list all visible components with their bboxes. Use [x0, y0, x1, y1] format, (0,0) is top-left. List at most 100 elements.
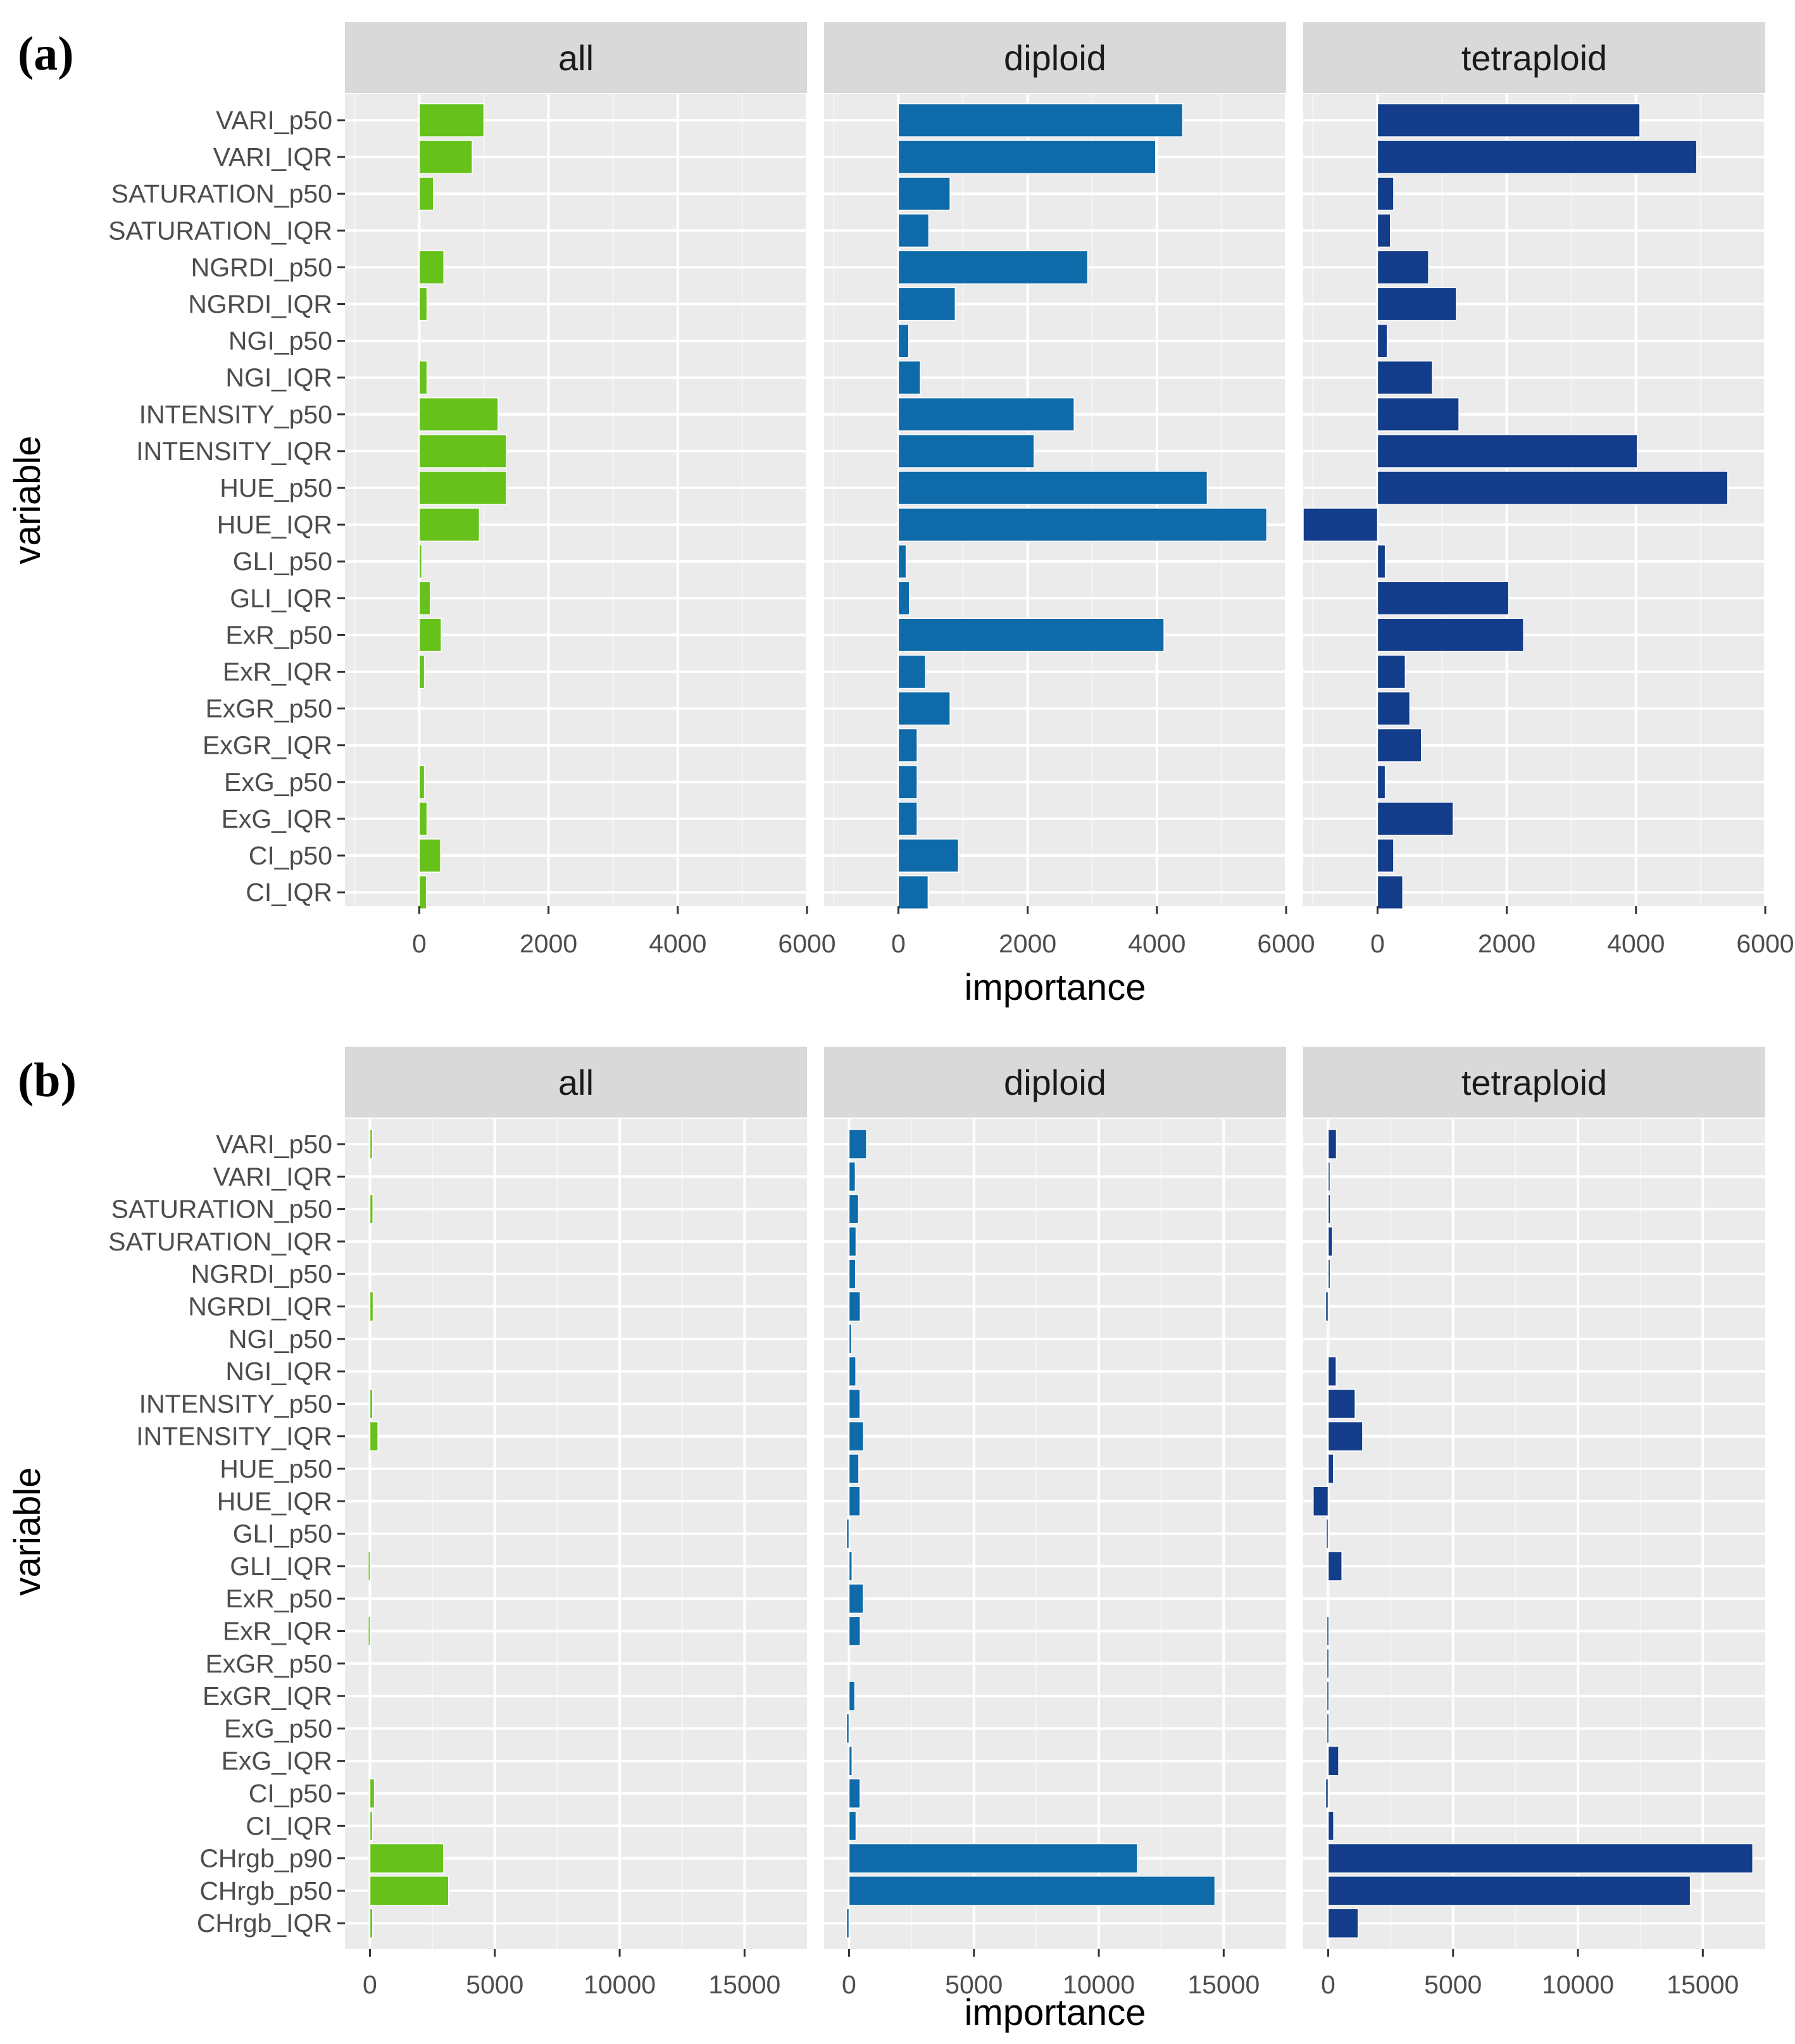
bar-all-VARI_IQR — [418, 140, 473, 174]
y-tick-label: GLI_IQR — [230, 583, 332, 613]
x-tick-label: 10000 — [584, 1970, 656, 1999]
x-tick-label: 6000 — [1257, 929, 1315, 958]
bar-all-ExR_IQR — [367, 1616, 371, 1647]
bar-diploid-GLI_IQR — [848, 1551, 853, 1581]
bar-tetraploid-CI_IQR — [1327, 1810, 1334, 1841]
bar-diploid-INTENSITY_p50 — [848, 1388, 861, 1419]
bar-tetraploid-VARI_p50 — [1377, 103, 1641, 137]
bar-diploid-CI_IQR — [848, 1810, 857, 1841]
x-tick-label: 4000 — [1607, 929, 1665, 958]
y-tick-label: VARI_p50 — [216, 1130, 332, 1159]
y-tick-label: SATURATION_IQR — [108, 1227, 332, 1256]
bar-all-VARI_p50 — [418, 103, 485, 137]
bar-all-CI_IQR — [418, 875, 427, 909]
bar-tetraploid-HUE_IQR — [1303, 508, 1379, 542]
y-tick-label: CI_IQR — [246, 1811, 332, 1840]
bar-diploid-ExG_IQR — [898, 802, 918, 836]
y-tick-label: SATURATION_p50 — [111, 1195, 332, 1224]
y-tick-label: NGRDI_IQR — [188, 290, 332, 319]
y-tick-label: HUE_IQR — [217, 1486, 332, 1516]
x-tick-label: 10000 — [1063, 1970, 1135, 1999]
y-tick-label: ExG_p50 — [224, 1714, 332, 1743]
bar-tetraploid-CI_p50 — [1377, 838, 1394, 873]
y-tick-label: CI_IQR — [246, 878, 332, 907]
x-tick-label: 2000 — [520, 929, 577, 958]
bar-diploid-SATURATION_IQR — [898, 213, 930, 248]
bar-all-NGRDI_IQR — [418, 287, 428, 321]
bar-diploid-INTENSITY_IQR — [848, 1421, 865, 1452]
x-tick-label: 0 — [842, 1970, 856, 1999]
bar-tetraploid-HUE_p50 — [1327, 1454, 1334, 1484]
bar-diploid-ExR_IQR — [898, 654, 927, 689]
x-tick-label: 4000 — [649, 929, 706, 958]
panel-label: (a) — [18, 27, 74, 80]
facet-diploid: diploid 0 5000 10000 15000 — [824, 1047, 1286, 1999]
bar-tetraploid-INTENSITY_IQR — [1327, 1421, 1363, 1452]
bar-diploid-CI_p50 — [898, 838, 960, 873]
y-tick-label: INTENSITY_IQR — [136, 1422, 332, 1451]
bar-tetraploid-ExR_IQR — [1326, 1616, 1330, 1647]
x-tick-label: 15000 — [1187, 1970, 1260, 1999]
bar-tetraploid-INTENSITY_IQR — [1377, 434, 1638, 468]
y-tick-label: VARI_IQR — [213, 142, 332, 171]
bar-tetraploid-ExG_p50 — [1377, 764, 1386, 799]
y-tick-label: NGRDI_p50 — [191, 1259, 332, 1288]
bar-all-ExG_p50 — [418, 764, 425, 799]
x-axis-title: importance — [965, 967, 1146, 1008]
panel-label: (b) — [18, 1054, 77, 1107]
x-tick-label: 5000 — [945, 1970, 1003, 1999]
bar-diploid-ExGR_IQR — [848, 1681, 856, 1711]
bar-all-ExG_IQR — [418, 802, 428, 836]
bar-tetraploid-NGRDI_IQR — [1377, 287, 1457, 321]
y-tick-label: ExG_p50 — [224, 768, 332, 797]
x-tick-label: 6000 — [778, 929, 835, 958]
bar-tetraploid-NGI_IQR — [1377, 360, 1433, 395]
facet-strip — [345, 1047, 807, 1118]
y-tick-label: HUE_p50 — [220, 1454, 332, 1483]
facet-strip-label: diploid — [1004, 38, 1106, 78]
x-tick-label: 0 — [412, 929, 427, 958]
bar-tetraploid-INTENSITY_p50 — [1377, 397, 1460, 432]
bar-tetraploid-ExGR_IQR — [1326, 1681, 1330, 1711]
bar-all-CHrgb_p90 — [369, 1843, 444, 1874]
y-tick-label: ExR_IQR — [223, 1617, 332, 1646]
bar-diploid-HUE_IQR — [898, 508, 1268, 542]
y-tick-label: SATURATION_p50 — [111, 179, 332, 208]
bar-diploid-HUE_p50 — [898, 471, 1208, 505]
bar-all-GLI_p50 — [418, 544, 423, 579]
bar-all-ExR_p50 — [418, 618, 442, 652]
bar-all-VARI_p50 — [369, 1129, 373, 1159]
bar-all-SATURATION_p50 — [369, 1193, 373, 1225]
bar-tetraploid-CHrgb_p50 — [1327, 1876, 1691, 1906]
bar-diploid-ExGR_IQR — [898, 728, 918, 763]
bar-tetraploid-CHrgb_IQR — [1327, 1908, 1359, 1939]
bar-tetraploid-NGI_IQR — [1327, 1356, 1337, 1387]
bar-diploid-NGI_IQR — [898, 360, 921, 395]
facet-strip-label: all — [558, 38, 594, 78]
bar-diploid-ExG_p50 — [898, 764, 918, 799]
facet-all: all 0 5000 10000 15000 — [345, 1047, 807, 1999]
facet-strip — [824, 22, 1286, 93]
bar-all-SATURATION_p50 — [418, 177, 434, 211]
bar-all-HUE_IQR — [418, 508, 480, 542]
y-tick-label: INTENSITY_p50 — [139, 1389, 332, 1418]
x-axis-title: importance — [965, 1992, 1146, 2033]
bar-tetraploid-INTENSITY_p50 — [1327, 1388, 1356, 1419]
bar-diploid-GLI_p50 — [846, 1518, 850, 1549]
bar-all-INTENSITY_IQR — [369, 1421, 378, 1452]
y-tick-label: GLI_p50 — [233, 1519, 332, 1549]
bar-diploid-GLI_IQR — [898, 581, 910, 616]
bar-tetraploid-SATURATION_p50 — [1327, 1193, 1331, 1225]
y-tick-label: CI_p50 — [249, 841, 332, 870]
bar-diploid-CHrgb_p50 — [848, 1876, 1216, 1906]
bar-tetraploid-ExGR_p50 — [1326, 1648, 1330, 1679]
bar-diploid-NGI_p50 — [898, 323, 910, 358]
y-tick-label: ExR_IQR — [223, 657, 332, 687]
x-tick-label: 6000 — [1736, 929, 1794, 958]
bar-all-GLI_IQR — [367, 1551, 371, 1581]
bar-diploid-CI_p50 — [848, 1778, 861, 1809]
bar-all-NGRDI_p50 — [418, 250, 444, 285]
bar-tetraploid-SATURATION_IQR — [1327, 1226, 1333, 1257]
bar-diploid-ExR_p50 — [898, 618, 1165, 652]
